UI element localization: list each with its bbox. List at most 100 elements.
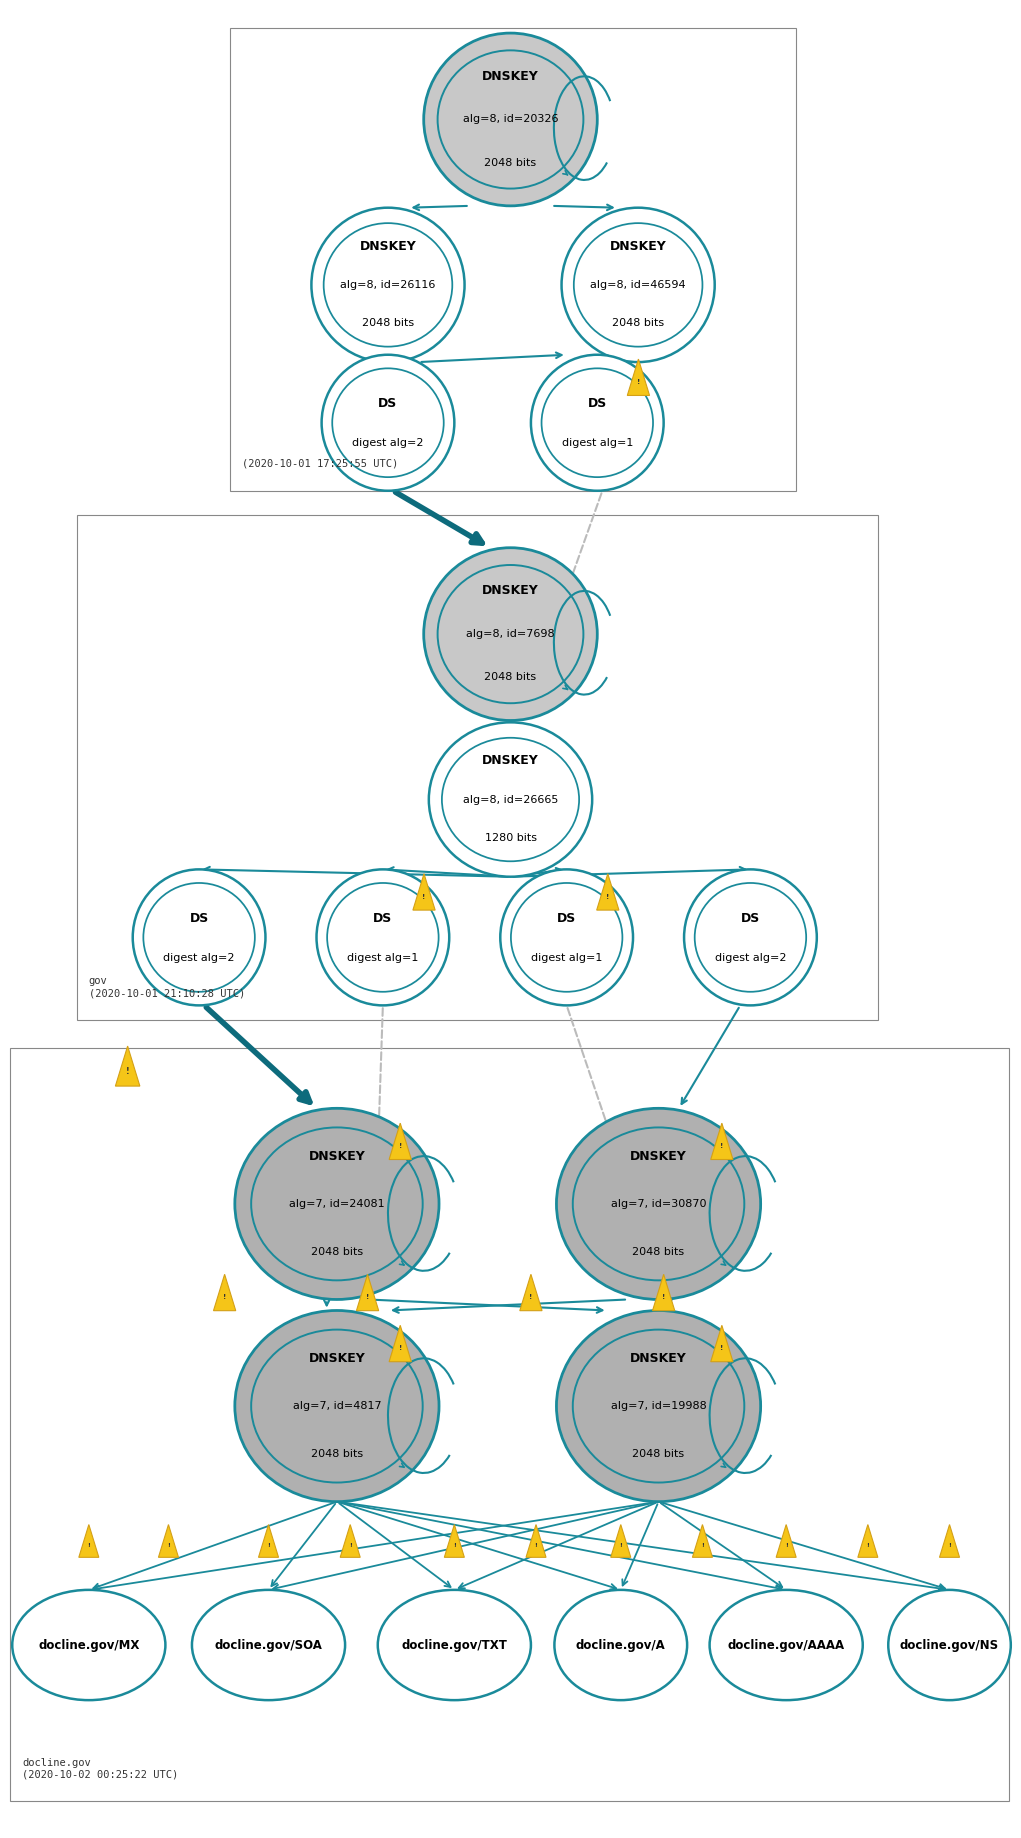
Text: DS: DS [741,912,760,925]
Text: 2048 bits: 2048 bits [361,318,415,329]
Text: DNSKEY: DNSKEY [482,754,539,768]
Text: digest alg=2: digest alg=2 [352,437,424,448]
Polygon shape [340,1524,360,1557]
Text: !: ! [701,1542,703,1548]
Text: !: ! [453,1542,455,1548]
Text: DNSKEY: DNSKEY [630,1149,687,1163]
Ellipse shape [133,869,265,1005]
Ellipse shape [888,1590,1011,1700]
Ellipse shape [531,355,664,491]
Ellipse shape [235,1310,439,1502]
Text: alg=8, id=20326: alg=8, id=20326 [463,114,558,125]
Ellipse shape [684,869,817,1005]
Ellipse shape [556,1108,761,1299]
Polygon shape [776,1524,796,1557]
Text: alg=7, id=30870: alg=7, id=30870 [611,1198,707,1209]
Text: 2048 bits: 2048 bits [484,158,537,167]
Text: alg=7, id=4817: alg=7, id=4817 [293,1401,381,1412]
Text: alg=8, id=46594: alg=8, id=46594 [590,279,686,290]
Text: alg=8, id=26116: alg=8, id=26116 [340,279,436,290]
Polygon shape [389,1123,411,1160]
Text: !: ! [223,1294,227,1301]
Text: docline.gov/A: docline.gov/A [576,1638,666,1652]
Text: DS: DS [588,397,606,410]
Text: DNSKEY: DNSKEY [359,239,417,254]
Text: !: ! [949,1542,951,1548]
Text: DNSKEY: DNSKEY [482,70,539,83]
Ellipse shape [554,1590,687,1700]
Text: DNSKEY: DNSKEY [308,1351,366,1366]
Text: DS: DS [557,912,576,925]
Ellipse shape [562,208,715,362]
Polygon shape [611,1524,631,1557]
Polygon shape [158,1524,179,1557]
Text: docline.gov/SOA: docline.gov/SOA [214,1638,323,1652]
Text: !: ! [268,1542,270,1548]
Ellipse shape [378,1590,531,1700]
Text: DS: DS [374,912,392,925]
Polygon shape [652,1274,675,1310]
Text: DNSKEY: DNSKEY [308,1149,366,1163]
Text: digest alg=1: digest alg=1 [562,437,633,448]
Polygon shape [711,1325,733,1362]
Text: DS: DS [379,397,397,410]
Ellipse shape [12,1590,165,1700]
Text: docline.gov/TXT: docline.gov/TXT [401,1638,507,1652]
Text: !: ! [867,1542,869,1548]
Text: DNSKEY: DNSKEY [630,1351,687,1366]
Text: !: ! [126,1068,130,1075]
Text: docline.gov/AAAA: docline.gov/AAAA [728,1638,844,1652]
Ellipse shape [311,208,465,362]
Polygon shape [596,873,619,910]
Text: !: ! [529,1294,533,1301]
Text: docline.gov
(2020-10-02 00:25:22 UTC): docline.gov (2020-10-02 00:25:22 UTC) [22,1757,179,1779]
Polygon shape [692,1524,713,1557]
Text: !: ! [349,1542,351,1548]
Text: DS: DS [190,912,208,925]
Polygon shape [389,1325,411,1362]
Text: 2048 bits: 2048 bits [310,1246,363,1257]
Text: DNSKEY: DNSKEY [610,239,667,254]
Polygon shape [939,1524,960,1557]
Polygon shape [213,1274,236,1310]
Text: !: ! [662,1294,666,1301]
Text: !: ! [606,893,610,901]
Text: !: ! [535,1542,537,1548]
Ellipse shape [424,548,597,720]
Ellipse shape [500,869,633,1005]
Text: !: ! [620,1542,622,1548]
Text: !: ! [423,893,426,901]
Ellipse shape [317,869,449,1005]
Text: !: ! [785,1542,787,1548]
Polygon shape [444,1524,465,1557]
Text: 2048 bits: 2048 bits [612,318,665,329]
Bar [230,28,796,491]
Text: !: ! [637,379,640,386]
Text: !: ! [398,1143,402,1149]
Text: 1280 bits: 1280 bits [485,833,536,844]
Bar [77,515,878,1020]
Text: digest alg=1: digest alg=1 [347,952,419,963]
Text: !: ! [167,1542,169,1548]
Polygon shape [412,873,435,910]
Polygon shape [711,1123,733,1160]
Text: alg=8, id=7698: alg=8, id=7698 [467,629,554,640]
Text: gov
(2020-10-01 21:10:28 UTC): gov (2020-10-01 21:10:28 UTC) [89,976,245,998]
Text: !: ! [366,1294,370,1301]
Polygon shape [79,1524,99,1557]
Ellipse shape [235,1108,439,1299]
Ellipse shape [424,33,597,206]
Text: digest alg=2: digest alg=2 [163,952,235,963]
Polygon shape [526,1524,546,1557]
Text: 2048 bits: 2048 bits [632,1246,685,1257]
Text: digest alg=1: digest alg=1 [531,952,602,963]
Text: (2020-10-01 17:25:55 UTC): (2020-10-01 17:25:55 UTC) [242,460,398,469]
Ellipse shape [192,1590,345,1700]
Text: !: ! [88,1542,90,1548]
Text: 2048 bits: 2048 bits [310,1448,363,1459]
Polygon shape [520,1274,542,1310]
Text: !: ! [398,1345,402,1351]
Text: alg=8, id=26665: alg=8, id=26665 [463,794,558,805]
Text: alg=7, id=19988: alg=7, id=19988 [611,1401,707,1412]
Text: DNSKEY: DNSKEY [482,584,539,597]
